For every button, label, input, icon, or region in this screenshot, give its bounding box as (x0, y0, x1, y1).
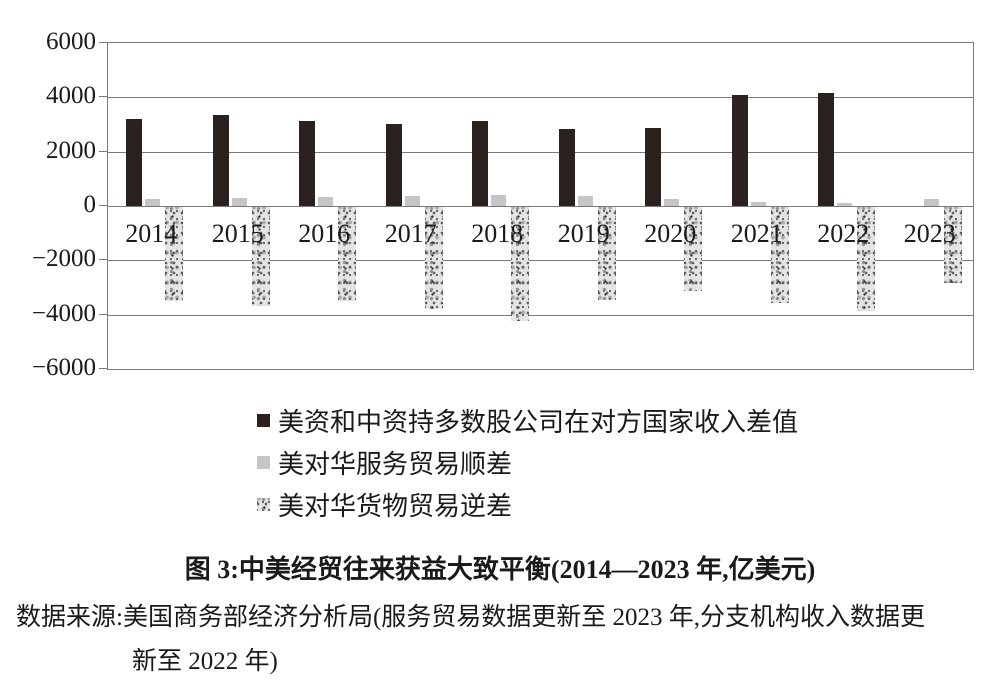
y-axis-label: −4000 (31, 299, 96, 327)
legend-label-goods-deficit: 美对华货物贸易逆差 (278, 491, 513, 521)
x-axis-label: 2022 (817, 219, 870, 248)
y-axis-label: 4000 (46, 82, 96, 110)
y-axis-tick (99, 368, 107, 369)
bar-goods_deficit-2020 (684, 207, 702, 292)
x-axis-label: 2016 (298, 219, 351, 248)
bar-services_surplus-2017 (404, 195, 420, 206)
y-axis-tick (99, 205, 107, 206)
y-axis-label: −6000 (31, 354, 96, 381)
y-axis-tick (99, 259, 107, 261)
gridline (108, 97, 973, 99)
bar-income_gap-2020 (645, 128, 661, 206)
figure-source-line-2: 新至 2022 年) (132, 648, 278, 675)
x-axis-label: 2017 (384, 219, 437, 248)
x-axis-label: 2020 (644, 219, 697, 248)
legend-label-services-surplus: 美对华服务贸易顺差 (278, 449, 513, 479)
y-axis-label: 6000 (46, 28, 96, 55)
legend-item-goods-deficit: 美对华货物贸易逆差 (257, 483, 798, 525)
bar-goods_deficit-2019 (597, 207, 616, 301)
bar-services_surplus-2014 (145, 198, 160, 206)
legend-label-income-gap: 美资和中资持多数股公司在对方国家收入差值 (278, 407, 799, 437)
gridline (108, 151, 973, 153)
bar-income_gap-2014 (126, 119, 142, 206)
legend-item-services-surplus: 美对华服务贸易顺差 (257, 441, 798, 483)
bar-services_surplus-2020 (664, 199, 679, 206)
bar-goods_deficit-2018 (511, 207, 529, 321)
bar-goods_deficit-2021 (770, 207, 789, 304)
x-axis-label: 2015 (211, 219, 264, 248)
y-axis-tick (99, 96, 107, 98)
legend-swatch-black-icon (257, 413, 270, 427)
bar-services_surplus-2021 (750, 201, 766, 206)
bar-income_gap-2016 (299, 121, 315, 206)
bar-goods_deficit-2015 (251, 207, 270, 307)
gridline (108, 314, 973, 316)
bar-income_gap-2019 (558, 129, 575, 206)
bar-goods_deficit-2016 (338, 207, 356, 302)
gridline (108, 206, 973, 207)
figure-caption-title: 图 3:中美经贸往来获益大致平衡(2014—2023 年,亿美元) (184, 555, 816, 584)
x-axis-label: 2021 (730, 219, 783, 248)
bar-goods_deficit-2022 (857, 207, 875, 311)
plot-area: 2014 2015 2016 2017 2018 2019 2020 2021 2022 2023 (107, 42, 974, 370)
x-axis-label: 2023 (903, 219, 956, 248)
y-axis-label: −2000 (31, 245, 96, 273)
legend-swatch-speckled-icon (257, 497, 270, 511)
y-axis-tick (99, 42, 107, 43)
x-axis-label: 2014 (125, 219, 178, 248)
bar-income_gap-2017 (385, 124, 402, 206)
bar-services_surplus-2022 (837, 203, 852, 206)
y-axis-tick (99, 150, 107, 152)
bar-goods_deficit-2017 (424, 207, 443, 309)
legend-swatch-gray-icon (257, 455, 270, 469)
y-axis-tick (99, 313, 107, 315)
bar-income_gap-2022 (818, 93, 834, 206)
bar-income_gap-2021 (731, 95, 748, 206)
bar-services_surplus-2016 (318, 196, 333, 206)
bar-goods_deficit-2023 (943, 207, 962, 283)
bar-goods_deficit-2014 (165, 207, 183, 301)
bar-services_surplus-2018 (491, 195, 506, 206)
x-axis-label: 2019 (557, 219, 610, 248)
bar-services_surplus-2023 (923, 198, 939, 206)
figure-source-line-1: 数据来源:美国商务部经济分析局(服务贸易数据更新至 2023 年,分支机构收入数… (16, 604, 926, 631)
gridline (108, 260, 973, 262)
bar-services_surplus-2019 (577, 195, 593, 206)
bar-income_gap-2018 (472, 121, 488, 206)
x-axis-label: 2018 (471, 219, 524, 248)
legend-item-income-gap: 美资和中资持多数股公司在对方国家收入差值 (257, 399, 798, 441)
y-axis-label: 2000 (46, 136, 96, 164)
legend: 美资和中资持多数股公司在对方国家收入差值 美对华服务贸易顺差 美对华货物贸易逆差 (257, 399, 798, 525)
bar-income_gap-2015 (212, 115, 229, 206)
bar-services_surplus-2015 (231, 197, 247, 206)
y-axis-label: 0 (83, 191, 97, 218)
